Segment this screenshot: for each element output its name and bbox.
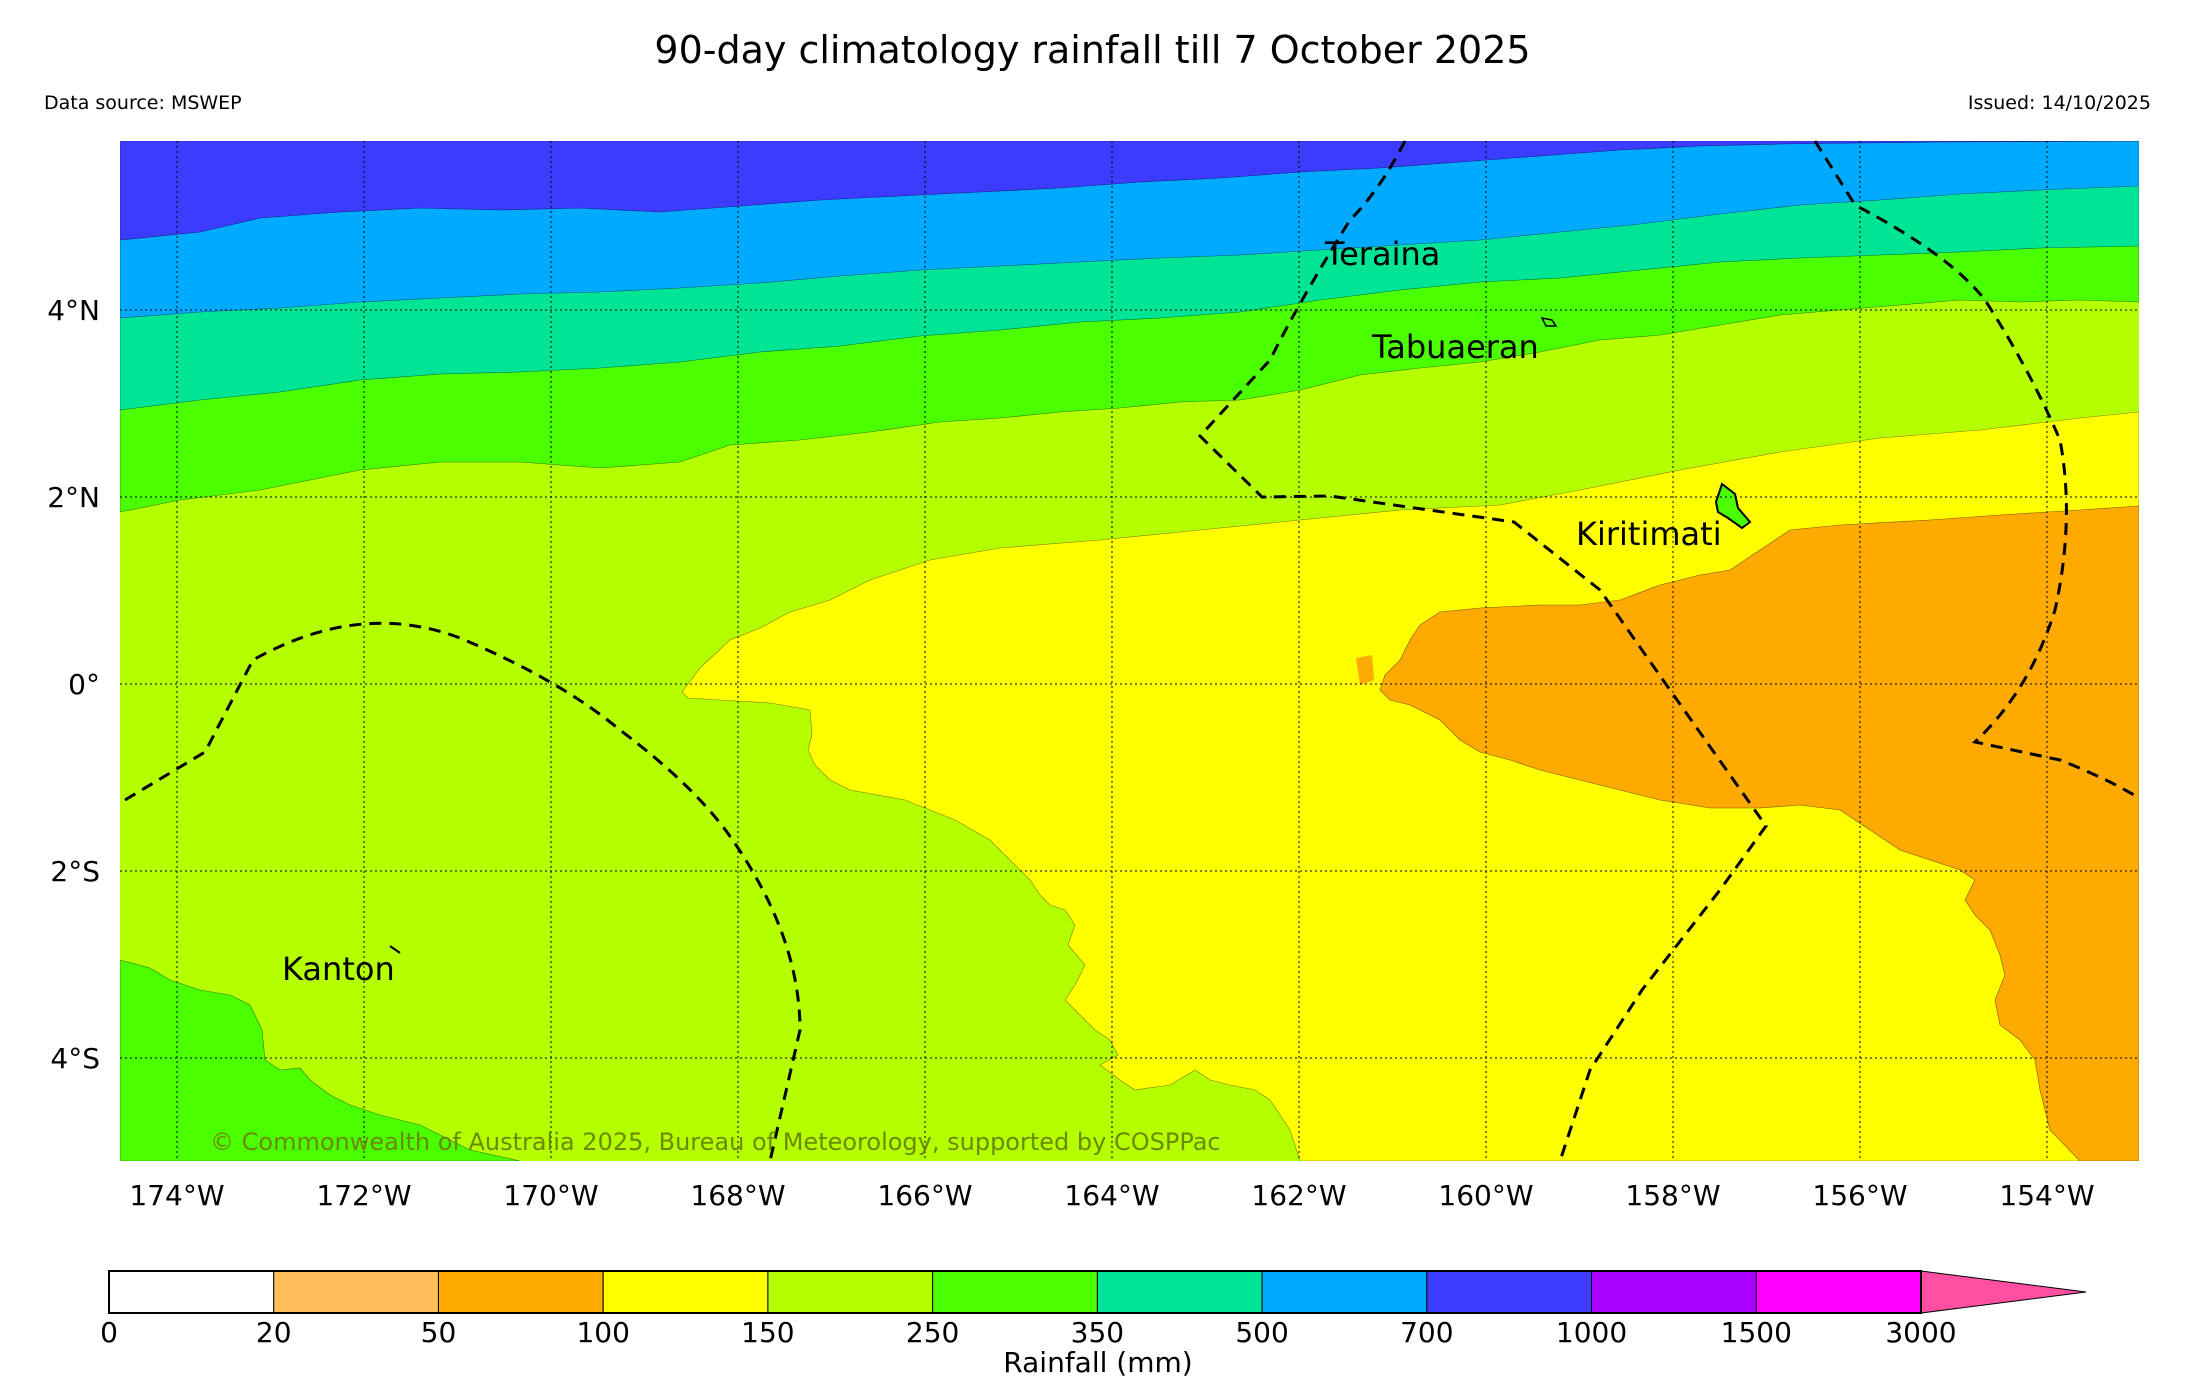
colorbar-tick-label: 0 <box>100 1316 118 1349</box>
colorbar: 0 20 50 100 150 250 350 500 700 1000 1500 3000 Rain… <box>100 1270 2087 1379</box>
band-250-350-southwest <box>120 959 521 1161</box>
kiritimati-island <box>1714 482 1752 530</box>
colorbar-segment <box>1426 1270 1593 1314</box>
colorbar-segment <box>1261 1270 1428 1314</box>
lon-tick: 172°W <box>316 1179 411 1212</box>
lat-tick: 4°N <box>47 294 100 327</box>
band-50-100-spot <box>1356 655 1374 685</box>
data-source-label: Data source: MSWEP <box>44 92 242 114</box>
band-50-100 <box>1379 505 2139 1161</box>
colorbar-tick-label: 20 <box>256 1316 292 1349</box>
colorbar-tick-label: 100 <box>576 1316 629 1349</box>
lon-tick: 158°W <box>1625 1179 1720 1212</box>
colorbar-segment <box>767 1270 934 1314</box>
lon-tick: 162°W <box>1251 1179 1346 1212</box>
colorbar-segment <box>437 1270 604 1314</box>
longitude-tick-labels: 174°W 172°W 170°W 168°W 166°W 164°W 162°… <box>129 1179 2094 1212</box>
copyright-notice: © Commonwealth of Australia 2025, Bureau… <box>210 1128 1221 1156</box>
colorbar-segment <box>273 1270 439 1314</box>
rainfall-field <box>120 141 2139 1161</box>
colorbar-segment <box>602 1270 769 1314</box>
colorbar-label: Rainfall (mm) <box>1003 1346 1192 1379</box>
lon-tick: 160°W <box>1438 1179 1533 1212</box>
maritime-boundaries <box>124 140 2140 1162</box>
colorbar-segment <box>1096 1270 1263 1314</box>
map-title: 90-day climatology rainfall till 7 Octob… <box>654 28 1531 72</box>
lon-tick: 174°W <box>129 1179 224 1212</box>
colorbar-segment <box>108 1270 275 1314</box>
lon-tick: 164°W <box>1064 1179 1159 1212</box>
lon-tick: 170°W <box>503 1179 598 1212</box>
colorbar-tick-label: 1000 <box>1556 1316 1627 1349</box>
map-graticule <box>120 141 2139 1161</box>
lat-tick: 4°S <box>50 1042 100 1075</box>
island-label-kanton: Kanton <box>282 950 395 988</box>
colorbar-segment <box>1591 1270 1757 1314</box>
colorbar-segment <box>932 1270 1098 1314</box>
colorbar-tick-label: 50 <box>421 1316 457 1349</box>
colorbar-tick-label: 150 <box>741 1316 794 1349</box>
island-label-tabuaeran: Tabuaeran <box>1371 328 1539 366</box>
colorbar-frame <box>108 1270 1922 1314</box>
lon-tick: 166°W <box>877 1179 972 1212</box>
lat-tick: 0° <box>68 668 100 701</box>
colorbar-segment <box>1755 1270 1922 1314</box>
island-label-kiritimati: Kiritimati <box>1576 515 1722 553</box>
colorbar-tick-label: 350 <box>1071 1316 1124 1349</box>
colorbar-tick-label: 700 <box>1400 1316 1453 1349</box>
issued-date-label: Issued: 14/10/2025 <box>1967 92 2151 114</box>
colorbar-extend-arrow <box>1920 1270 2087 1314</box>
lon-tick: 168°W <box>690 1179 785 1212</box>
colorbar-tick-label: 3000 <box>1885 1316 1956 1349</box>
colorbar-tick-label: 1500 <box>1721 1316 1792 1349</box>
island-label-teraina: Teraina <box>1324 235 1440 273</box>
lon-tick: 154°W <box>1999 1179 2094 1212</box>
lat-tick: 2°N <box>47 481 100 514</box>
lon-tick: 156°W <box>1812 1179 1907 1212</box>
tabuaeran-island <box>1540 316 1558 327</box>
band-700-1000 <box>120 141 2139 241</box>
latitude-tick-labels: 4°N 2°N 0° 2°S 4°S <box>47 294 100 1075</box>
colorbar-tick-label: 500 <box>1235 1316 1288 1349</box>
lat-tick: 2°S <box>50 855 100 888</box>
colorbar-tick-label: 250 <box>906 1316 959 1349</box>
kanton-island-mark <box>389 945 401 954</box>
